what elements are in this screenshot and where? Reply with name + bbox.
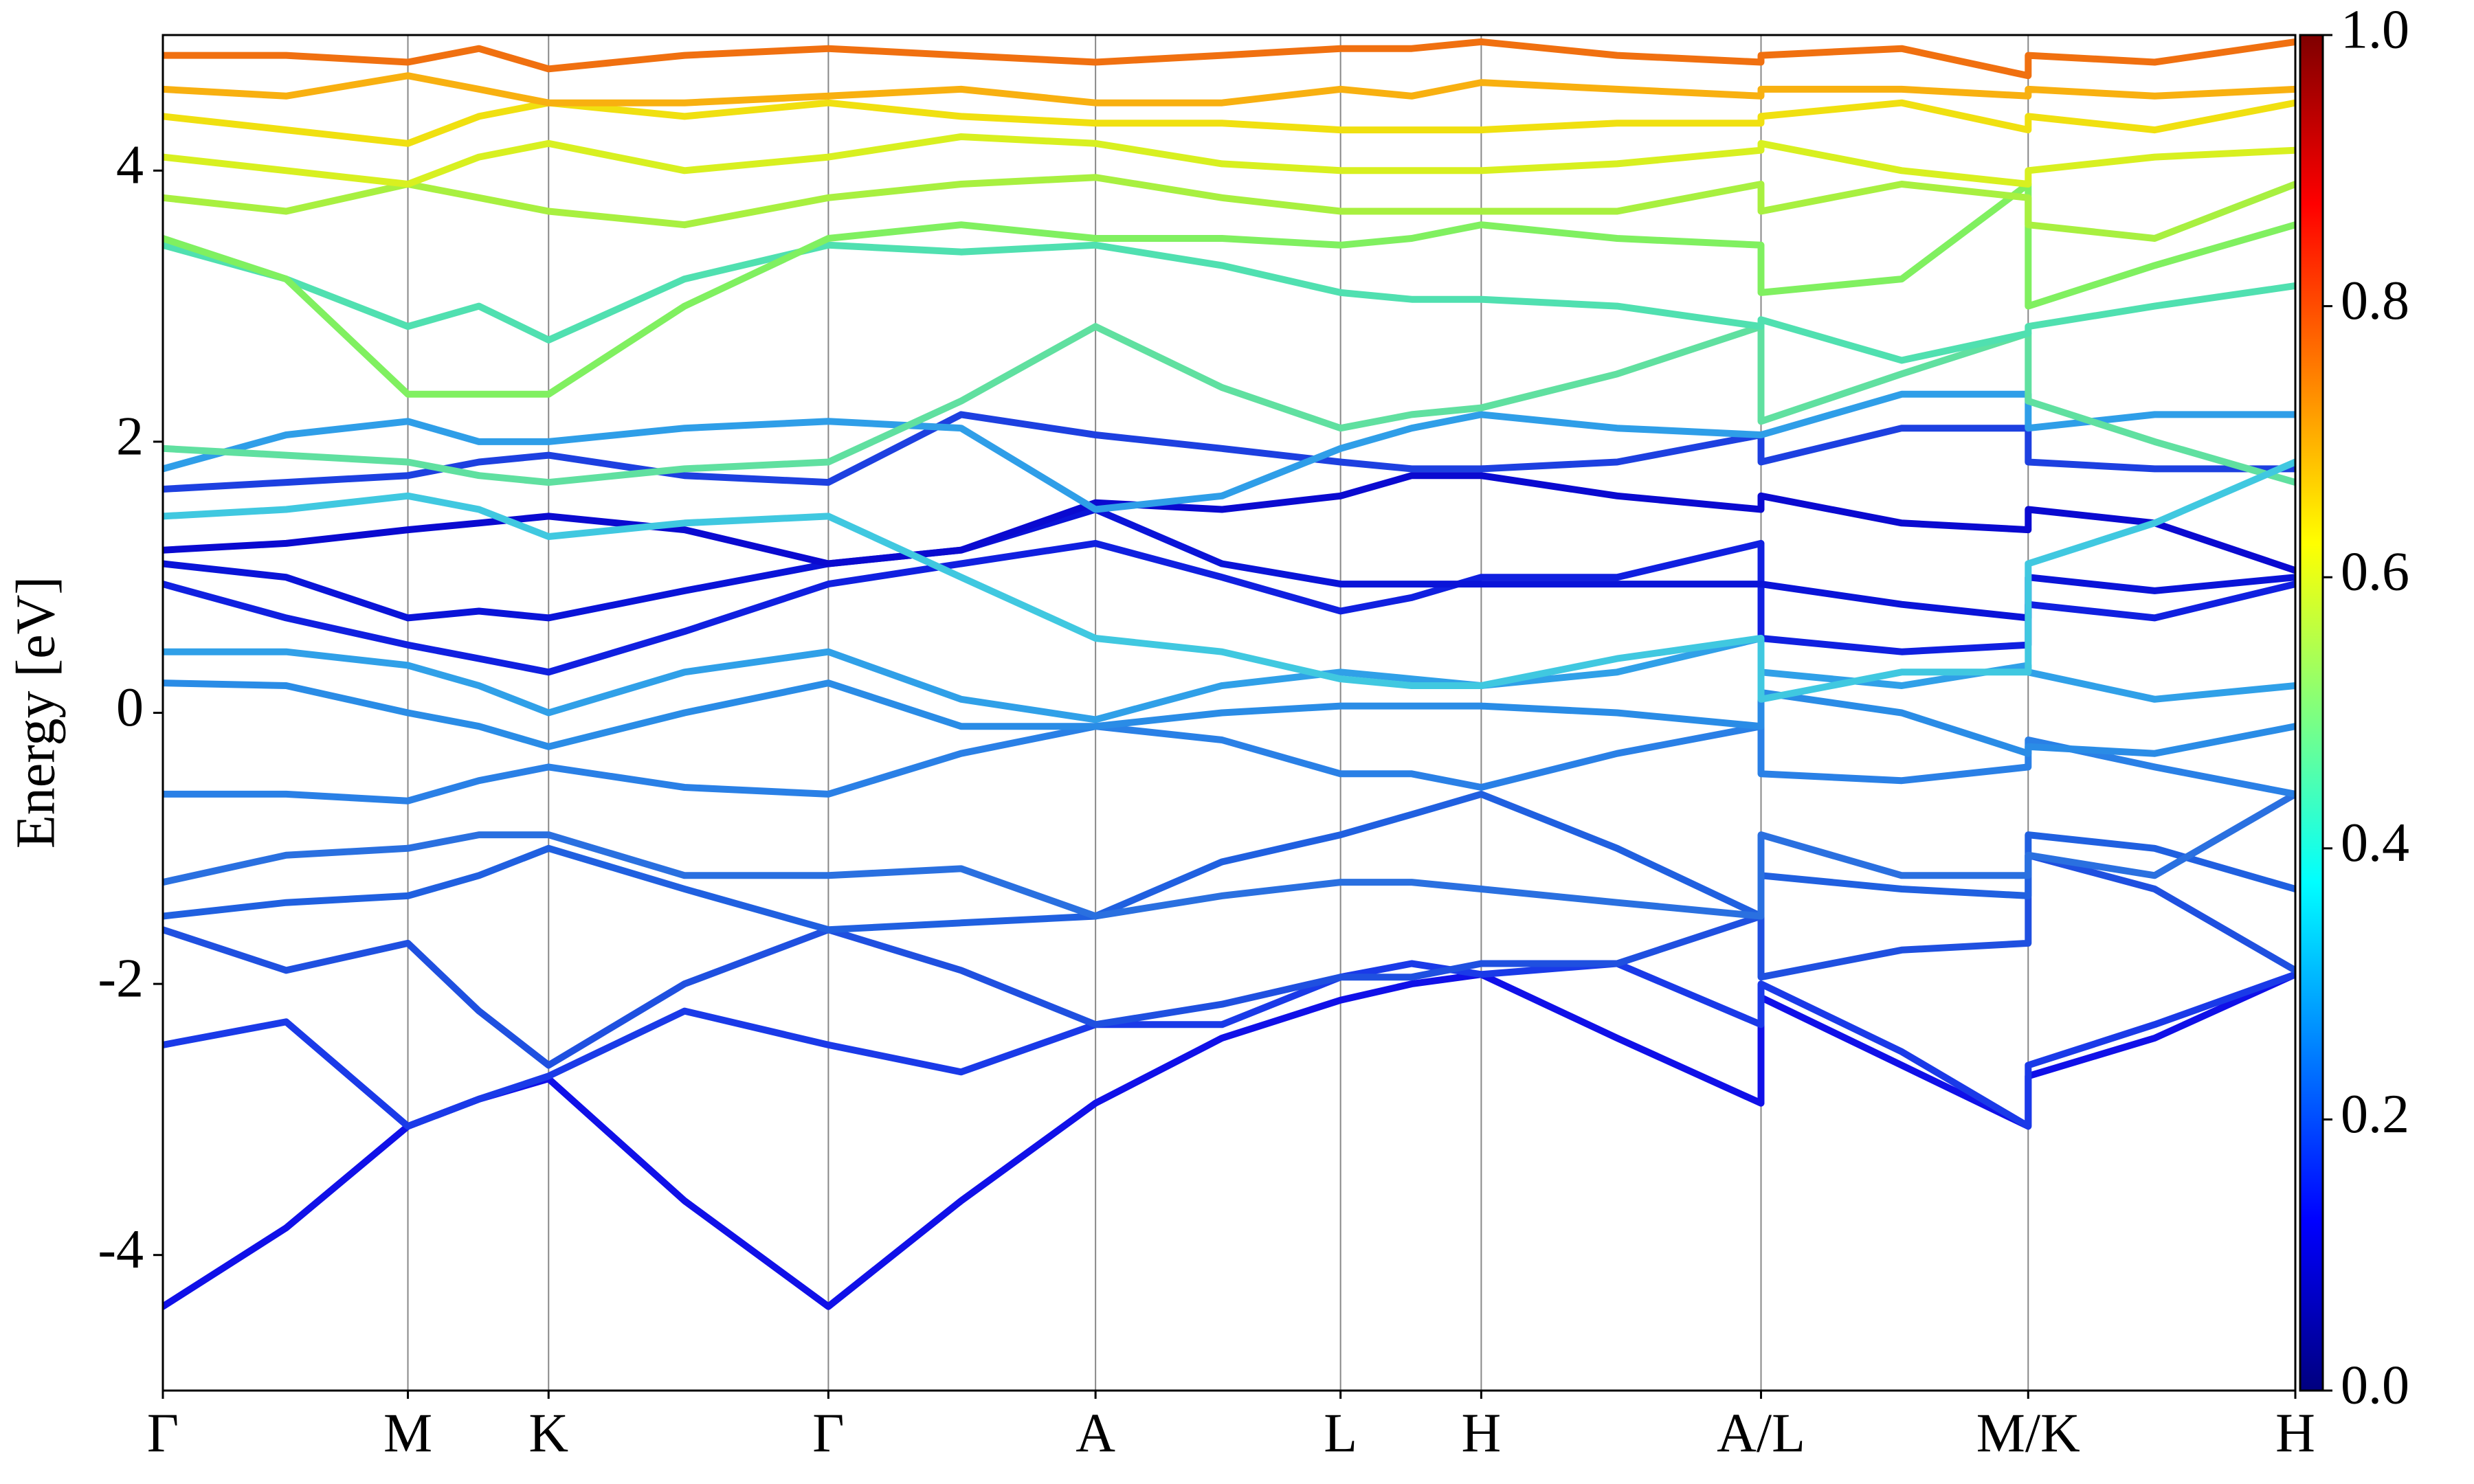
colorbar-tick-label: 0.0	[2341, 1355, 2409, 1415]
band-line	[163, 851, 2295, 1069]
band-line	[163, 458, 2295, 703]
y-tick-label: 2	[116, 406, 144, 466]
bands	[163, 38, 2295, 1310]
y-tick-label: 0	[116, 677, 144, 738]
axes: Γ M K Γ A L H A/L M/K H -4 -2 0 2 4 0.0 0.2 0.4 0.6 0.8 1.0	[98, 0, 2409, 1463]
x-tick-label: K	[528, 1403, 568, 1463]
y-tick-label: -2	[98, 948, 144, 1009]
band-line	[163, 506, 2295, 622]
x-tick-label: L	[1324, 1403, 1357, 1463]
band-line	[163, 679, 2295, 757]
x-tick-label: Γ	[147, 1403, 179, 1463]
band-line	[163, 323, 2295, 486]
band-line	[163, 539, 2295, 676]
band-line	[163, 723, 2295, 805]
band-line	[163, 241, 2295, 364]
band-line	[163, 174, 2295, 242]
colorbar-tick-label: 0.4	[2341, 813, 2409, 873]
x-tick-label: H	[1461, 1403, 1501, 1463]
colorbar-tick-label: 0.6	[2341, 542, 2409, 603]
band-line	[163, 133, 2295, 188]
y-tick-label: 4	[116, 135, 144, 196]
x-tick-label: Γ	[812, 1403, 844, 1463]
colorbar	[2299, 34, 2324, 1392]
band-line	[163, 390, 2295, 513]
band-line	[163, 790, 2295, 934]
y-axis-label: Energy [eV]	[5, 576, 66, 848]
band-line	[163, 99, 2295, 147]
band-line	[163, 181, 2295, 398]
y-tick-label: -4	[98, 1219, 144, 1280]
band-line	[163, 411, 2295, 493]
x-tick-label: H	[2275, 1403, 2315, 1463]
band-line	[163, 38, 2295, 80]
x-tick-label: M/K	[1976, 1403, 2080, 1463]
band-line	[163, 790, 2295, 920]
x-tick-label: A	[1076, 1403, 1115, 1463]
colorbar-tick-label: 0.8	[2341, 271, 2409, 331]
plot-frame	[161, 34, 2297, 1392]
x-tick-label: M	[383, 1403, 432, 1463]
x-tick-label: A/L	[1717, 1403, 1805, 1463]
colorbar-tick-label: 1.0	[2341, 0, 2409, 60]
colorbar-tick-label: 0.2	[2341, 1084, 2409, 1145]
band-line	[163, 72, 2295, 106]
